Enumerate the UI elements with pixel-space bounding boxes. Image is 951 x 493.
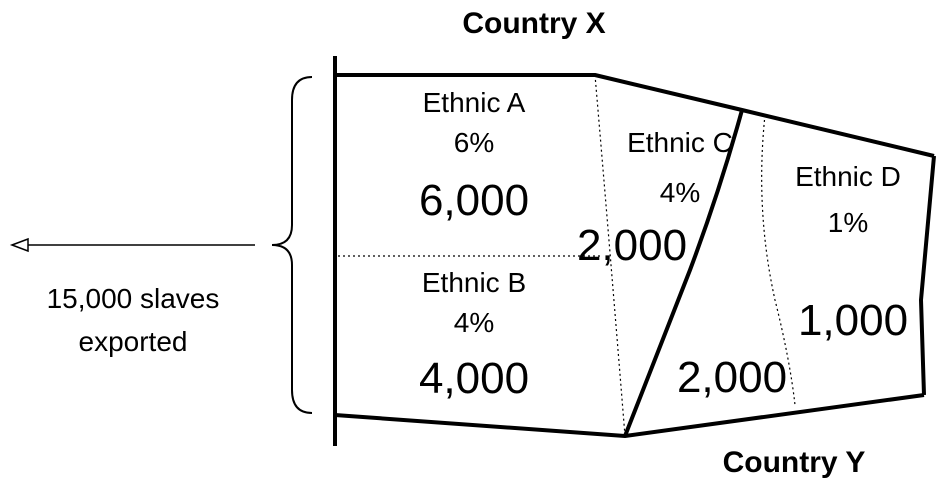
export-arrow-head xyxy=(9,237,29,253)
ethnic-d-name: Ethnic D xyxy=(795,161,901,192)
export-text-line2: exported xyxy=(79,326,188,357)
ethnic-a-count: 6,000 xyxy=(419,176,529,225)
ethnic-c-d-divider xyxy=(761,114,796,406)
ethnic-c-count-y: 2,000 xyxy=(677,353,787,402)
country-x-top-border xyxy=(335,73,935,158)
ethnic-d-count: 1,000 xyxy=(798,296,908,345)
country-boundary-line xyxy=(623,109,744,437)
country-y-label: Country Y xyxy=(723,446,866,479)
ethnic-c-share: 4% xyxy=(660,177,700,208)
country-x-east-border xyxy=(919,155,936,396)
export-text-line1: 15,000 slaves xyxy=(47,283,220,314)
ethnic-b-share: 4% xyxy=(454,307,494,338)
curly-brace xyxy=(271,76,313,414)
ethnic-d-share: 1% xyxy=(828,207,868,238)
ethnic-b-count: 4,000 xyxy=(419,354,529,403)
country-x-label: Country X xyxy=(462,7,605,40)
ethnic-c-name: Ethnic C xyxy=(627,127,733,158)
ethnic-c-count-x: 2,000 xyxy=(577,221,687,270)
ethnic-a-name: Ethnic A xyxy=(423,87,526,118)
ethnic-b-name: Ethnic B xyxy=(422,267,526,298)
ethnic-a-share: 6% xyxy=(454,127,494,158)
